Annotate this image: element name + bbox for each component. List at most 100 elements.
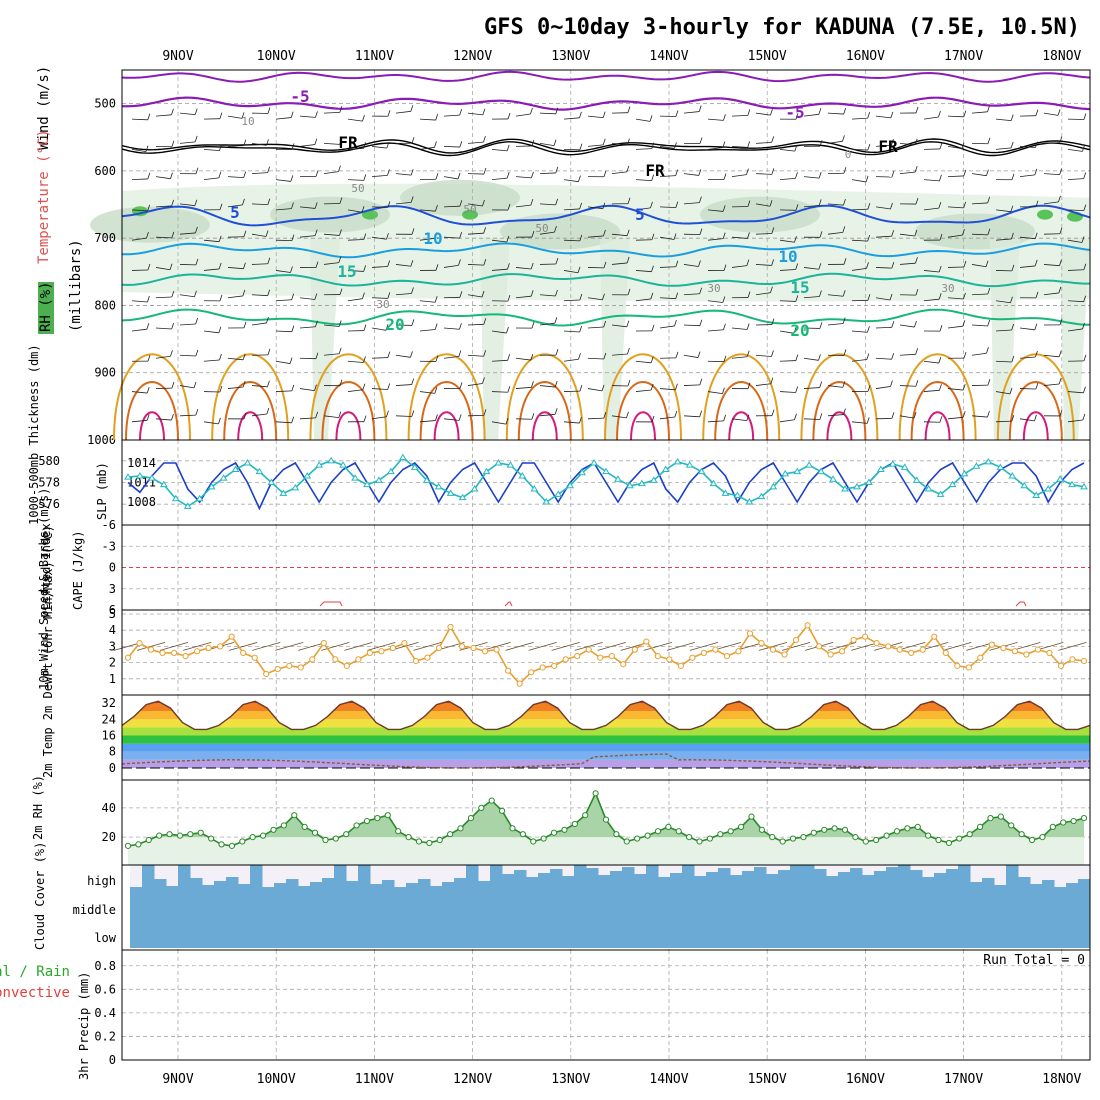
wind-barb-flag (842, 135, 845, 142)
wind-barb-flag (267, 380, 270, 387)
wind-barb (947, 388, 964, 391)
wind-barb-flag (531, 381, 534, 388)
temp-band (122, 711, 1090, 720)
cloud-high-bar (238, 884, 251, 891)
wind-barb-flag (747, 232, 750, 239)
rh2m-series-marker (280, 822, 287, 829)
wind-barb (491, 391, 508, 393)
wind-barb (587, 235, 604, 238)
thickness-series-marker (805, 461, 814, 468)
wind-barb (923, 270, 940, 273)
wind-barb (323, 233, 340, 236)
wind-barb (539, 203, 556, 206)
thickness-series-marker (1056, 475, 1064, 482)
wind-barb-flag (338, 256, 342, 263)
wind-barb-flag (891, 138, 894, 146)
pressure-tick: 700 (94, 231, 116, 245)
wind-barb (419, 209, 436, 212)
wind-barb-flag (314, 229, 318, 236)
wind10-speed-marker (1069, 656, 1076, 663)
thickness-series-marker (243, 459, 252, 466)
thickness-series-marker (709, 479, 718, 487)
rh2m-series-marker (779, 838, 786, 845)
wind10-speed-marker (631, 646, 638, 653)
wind-barb-flag (913, 411, 917, 419)
wind-barb-flag (339, 288, 343, 295)
rh-legend-swatch (38, 282, 54, 334)
thickness-series-marker (637, 479, 646, 487)
wind-barb-flag (1011, 173, 1015, 180)
wind-barb (563, 299, 580, 302)
temp2m-panel-labels: 2m Temp 2m DewPt (6hr Min/Max) (°C) (41, 525, 55, 778)
wind-barb (563, 208, 580, 211)
wind-barb (803, 387, 820, 389)
wind-barb-flag (1010, 141, 1014, 148)
wind-barb (947, 206, 964, 209)
wind-barb-flag (1083, 263, 1087, 270)
wind-barb-flag (963, 292, 966, 300)
temp-contour-25 (309, 353, 388, 441)
wind-barb-flag (819, 381, 823, 388)
wind-barb (875, 144, 892, 147)
wind-barb-flag (842, 381, 846, 388)
cloud-high-bar (562, 876, 575, 891)
wind-barb-flag (434, 232, 438, 239)
wind10-speed-marker (769, 646, 777, 653)
freezing-level-line-b (121, 141, 1091, 157)
cloud-high-bar (694, 876, 707, 891)
wind-barb (635, 179, 652, 182)
wind-barb-flag (315, 411, 319, 418)
wind-barb-flag (434, 141, 437, 148)
wind-barb (131, 300, 148, 303)
cloud-high-bar (514, 870, 527, 891)
rh2m-series-marker (602, 816, 610, 823)
wind-barb-flag (195, 349, 199, 357)
wind10-speed-marker (735, 648, 742, 655)
wind-barb (803, 296, 820, 299)
rh2m-series-marker (322, 836, 329, 844)
cloud-high-bar (190, 878, 203, 891)
wind-barb-flag (891, 262, 895, 269)
wind-barb (347, 389, 363, 392)
temp-contour-35 (1022, 411, 1049, 441)
pressure-tick: 1000 (87, 433, 116, 447)
wind-barb-flag (963, 201, 967, 209)
cloud-high-bar (418, 879, 431, 891)
wind-barb-flag (411, 378, 415, 385)
cloud-high-bar (670, 873, 683, 891)
wind-barb (515, 113, 531, 117)
wind-barb (179, 141, 196, 144)
wind-barb (971, 352, 987, 356)
wind-barb-flag (146, 414, 150, 421)
wind-barb (875, 267, 892, 269)
wind-barb-flag (938, 293, 942, 300)
wind-barb (851, 239, 868, 242)
cloud-high-bar (838, 872, 851, 891)
rh2m-series-marker (841, 826, 849, 833)
wind-barb-flag (482, 199, 485, 207)
wind10-barb (689, 642, 719, 651)
thickness-series-marker (590, 459, 598, 466)
wind-barb (347, 360, 364, 363)
wind-barb-flag (795, 295, 799, 302)
wind-barb (563, 330, 580, 333)
thickness-series-marker (171, 494, 180, 502)
temp-contour-30 (812, 381, 867, 441)
thickness-series-marker (888, 460, 897, 467)
wind-barb-flag (171, 381, 175, 389)
wind-barb (587, 357, 604, 360)
wind-barb (971, 324, 988, 327)
wind-barb-flag (675, 383, 678, 390)
wind10-speed-marker (746, 630, 754, 637)
wind-barb-flag (697, 351, 701, 358)
rh2m-series-marker (498, 807, 506, 814)
wind10-speed-marker (931, 633, 938, 640)
rh2m-series-marker (582, 812, 589, 819)
cloud-high-bar (502, 874, 515, 891)
wind-barb-flag (602, 111, 606, 118)
wind-barb (275, 179, 291, 182)
thickness-series-marker (1080, 482, 1088, 490)
wind-barb-flag (985, 260, 989, 267)
wind-barb-flag (434, 296, 438, 303)
wind-barb (563, 270, 579, 274)
